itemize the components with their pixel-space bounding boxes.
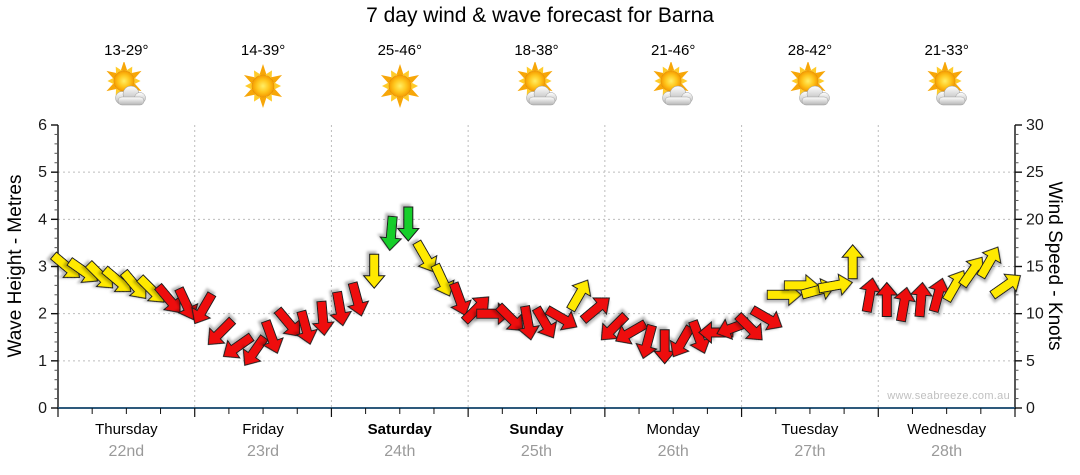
- day-temp-range: 13-29°: [104, 42, 149, 59]
- wind-arrow: [734, 311, 763, 341]
- partly-cloudy-icon: [647, 62, 699, 110]
- wind-arrow: [174, 286, 199, 321]
- left-tick-label: 4: [38, 211, 47, 228]
- wind-arrow: [207, 316, 237, 346]
- partly-cloudy-icon: [511, 62, 563, 110]
- left-tick-label: 2: [38, 306, 47, 323]
- day-date-label: 22nd: [108, 443, 145, 460]
- wind-arrow: [976, 246, 1002, 280]
- wind-arrow: [379, 215, 403, 252]
- wind-arrow: [635, 323, 658, 360]
- day-temp-range: 14-39°: [240, 42, 286, 59]
- wind-arrow: [531, 305, 558, 339]
- right-tick-label: 0: [1026, 400, 1035, 417]
- wind-arrow: [295, 309, 319, 345]
- right-tick-label: 20: [1026, 211, 1044, 228]
- partly-cloudy-icon: [100, 62, 152, 110]
- wind-arrow: [242, 334, 269, 366]
- wind-arrow: [817, 273, 854, 297]
- partly-cloudy-icon: [784, 62, 836, 110]
- left-tick-label: 5: [38, 164, 47, 181]
- day-name-label: Wednesday: [907, 421, 987, 438]
- right-tick-label: 30: [1026, 117, 1044, 134]
- wind-arrow: [909, 281, 933, 318]
- day-temp-range: 21-33°: [924, 42, 969, 59]
- day-date-label: 26th: [657, 443, 689, 460]
- wind-arrow: [430, 262, 455, 297]
- left-tick-label: 3: [38, 259, 47, 276]
- right-tick-label: 15: [1026, 259, 1044, 276]
- wind-arrow: [412, 239, 438, 273]
- day-name-label: Friday: [242, 421, 284, 438]
- wind-arrow: [396, 206, 420, 242]
- day-date-label: 28th: [931, 443, 963, 460]
- right-tick-label: 25: [1026, 164, 1044, 181]
- day-date-label: 24th: [384, 443, 416, 460]
- wind-arrow: [544, 305, 578, 331]
- day-name-label: Sunday: [509, 421, 564, 438]
- wind-arrow: [841, 244, 865, 280]
- wind-arrow: [566, 279, 592, 313]
- wind-arrow: [222, 332, 255, 359]
- wind-arrow: [989, 273, 1022, 300]
- wind-arrow: [615, 319, 649, 345]
- day-temp-range: 21-46°: [651, 42, 696, 59]
- wind-arrow: [517, 304, 541, 341]
- left-tick-label: 6: [38, 117, 47, 134]
- wind-arrow: [346, 281, 370, 317]
- right-tick-label: 10: [1026, 306, 1044, 323]
- day-date-label: 25th: [520, 443, 553, 460]
- day-name-label: Tuesday: [781, 421, 839, 438]
- wind-arrow: [494, 302, 524, 331]
- sunny-icon: [374, 62, 426, 110]
- wind-arrow: [875, 281, 899, 317]
- sunny-icon: [237, 62, 289, 110]
- day-name-label: Thursday: [95, 421, 158, 438]
- left-tick-label: 0: [38, 400, 47, 417]
- watermark: www.seabreeze.com.au: [887, 390, 1010, 402]
- wind-arrow: [362, 253, 386, 289]
- page-title: 7 day wind & wave forecast for Barna: [366, 4, 714, 27]
- wind-arrow: [311, 300, 335, 337]
- day-temp-range: 28-42°: [787, 42, 833, 59]
- day-date-label: 27th: [794, 443, 826, 460]
- day-temp-range: 18-38°: [514, 42, 559, 59]
- wind-arrow: [260, 319, 284, 355]
- wind-arrow: [329, 290, 353, 327]
- day-name-label: Saturday: [367, 421, 432, 438]
- day-name-label: Monday: [646, 421, 700, 438]
- wind-arrow: [579, 297, 610, 324]
- wind-arrow: [893, 286, 916, 323]
- wind-arrow: [191, 291, 217, 325]
- day-date-label: 23rd: [247, 443, 280, 460]
- left-tick-label: 1: [38, 353, 47, 370]
- wind-arrow: [448, 281, 472, 317]
- partly-cloudy-icon: [921, 62, 973, 110]
- wind-arrow: [749, 305, 783, 331]
- day-temp-range: 25-46°: [377, 42, 422, 59]
- right-tick-label: 5: [1026, 353, 1035, 370]
